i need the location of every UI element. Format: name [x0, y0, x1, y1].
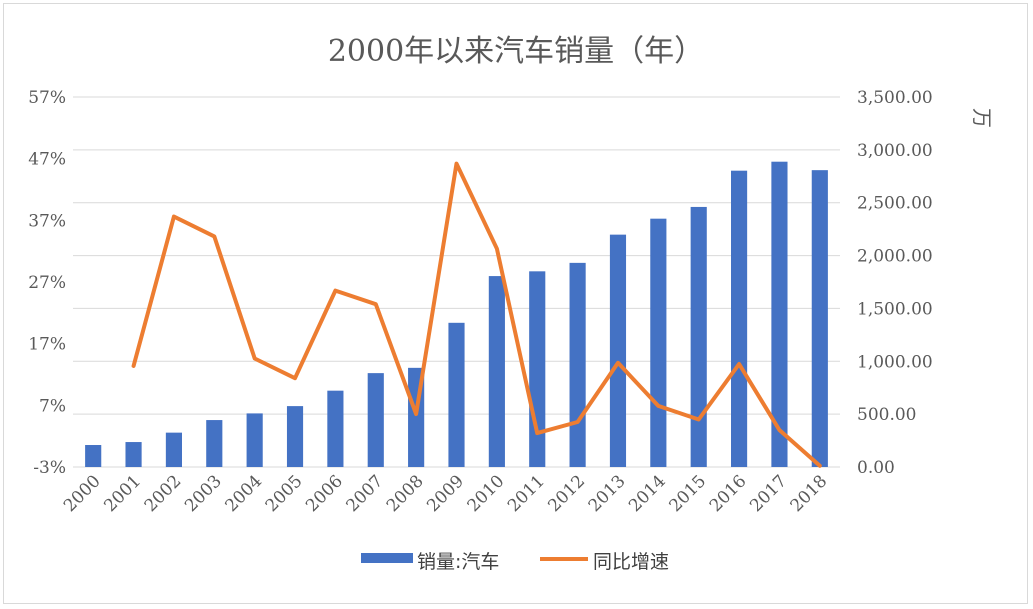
x-tick-label: 2014 [625, 471, 670, 516]
x-tick-label: 2007 [343, 471, 388, 516]
right-tick-label: 0.00 [857, 458, 895, 478]
bar [165, 432, 182, 467]
legend-label-bar: 销量:汽车 [417, 551, 499, 573]
right-tick-label: 3,000.00 [857, 141, 933, 161]
x-tick-label: 2010 [464, 471, 509, 516]
bar [488, 276, 505, 467]
x-tick-label: 2005 [262, 471, 307, 516]
bar [609, 234, 627, 467]
x-tick-label: 2008 [383, 471, 428, 516]
left-tick-label: 17% [28, 335, 66, 355]
right-tick-label: 2,000.00 [857, 247, 933, 267]
left-tick-label: 27% [28, 273, 66, 293]
line-series [131, 161, 822, 468]
left-tick-label: 57% [28, 88, 66, 108]
right-tick-label: 1,000.00 [857, 352, 933, 372]
x-tick-label: 2018 [787, 471, 832, 516]
x-tick-label: 2017 [746, 471, 791, 516]
growth-line [131, 161, 822, 468]
right-tick-label: 2,500.00 [857, 194, 933, 214]
legend: 销量:汽车 同比增速 [361, 551, 669, 573]
bar [246, 413, 263, 467]
x-tick-label: 2004 [221, 471, 266, 516]
left-tick-label: -3% [33, 458, 66, 478]
x-tick-label: 2015 [666, 471, 711, 516]
left-axis: 57% 47% 37% 27% 17% 7% -3% [28, 88, 66, 478]
bar [85, 445, 102, 467]
x-tick-label: 2002 [141, 471, 186, 516]
bar [125, 442, 142, 467]
right-tick-label: 500.00 [857, 405, 916, 425]
x-tick-label: 2001 [100, 471, 145, 516]
bar [811, 170, 828, 467]
chart-title: 2000年以来汽车销量（年） [328, 34, 704, 69]
legend-label-line: 同比增速 [593, 551, 669, 573]
bar [206, 420, 223, 467]
x-tick-label: 2003 [181, 471, 226, 516]
bar [690, 206, 707, 467]
right-tick-label: 1,500.00 [857, 299, 933, 319]
bar-series [85, 161, 828, 467]
chart-frame [3, 3, 1028, 604]
bar [731, 170, 748, 467]
left-tick-label: 37% [28, 211, 66, 231]
x-tick-label: 2011 [504, 471, 549, 516]
bar [367, 373, 384, 467]
x-tick-label: 2013 [585, 471, 630, 516]
bar [569, 262, 586, 467]
bar [650, 218, 667, 467]
left-tick-label: 7% [39, 396, 66, 416]
bar [286, 406, 304, 467]
x-tick-label: 2012 [544, 471, 589, 516]
legend-swatch-bar [361, 553, 413, 563]
bar [529, 271, 546, 467]
x-tick-label: 2000 [60, 471, 105, 516]
x-tick-label: 2009 [423, 471, 468, 516]
x-axis: 2000200120022003200420052006200720082009… [60, 471, 831, 516]
bar [327, 390, 344, 467]
right-tick-label: 3,500.00 [857, 88, 933, 108]
left-tick-label: 47% [28, 150, 66, 170]
x-tick-label: 2006 [302, 471, 347, 516]
x-tick-label: 2016 [706, 471, 751, 516]
right-axis-unit: 万 [970, 108, 994, 128]
right-axis: 3,500.00 3,000.00 2,500.00 2,000.00 1,500.00… [857, 88, 933, 478]
bar [448, 322, 465, 467]
bar [771, 161, 788, 467]
